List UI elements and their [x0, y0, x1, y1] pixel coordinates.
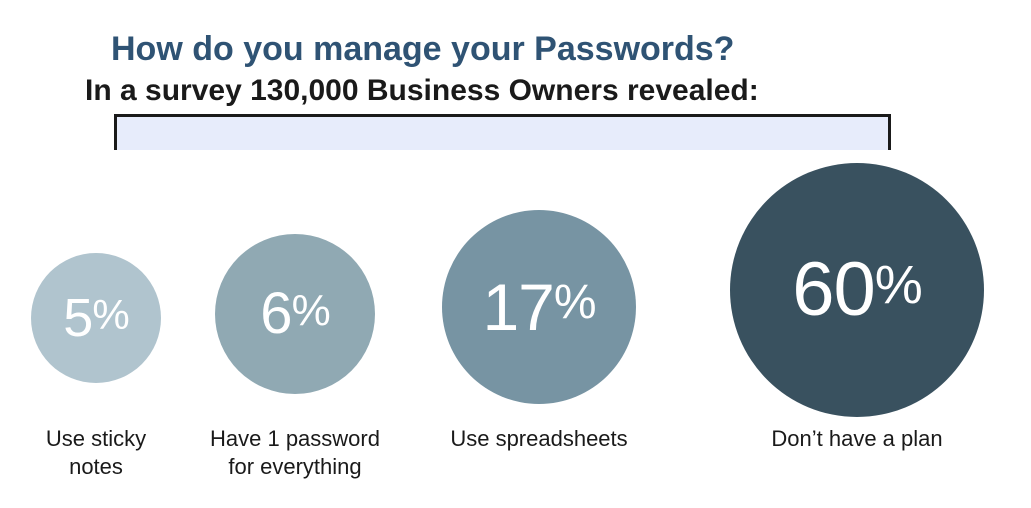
bubble-caption-line: Have 1 password: [165, 425, 425, 453]
header-bar: [114, 114, 891, 150]
bubble-value-3: 60%: [792, 252, 922, 328]
chart-title: How do you manage your Passwords?: [111, 30, 734, 69]
bubble-value-number-3: 60: [792, 252, 875, 328]
percent-icon: %: [554, 279, 596, 327]
bubble-caption-line: for everything: [165, 453, 425, 481]
bubble-3: 60%: [730, 163, 984, 417]
bubble-value-2: 17%: [482, 274, 595, 340]
percent-icon: %: [292, 289, 330, 333]
percent-icon: %: [92, 294, 128, 336]
percent-icon: %: [875, 258, 922, 312]
bubble-caption-1: Have 1 passwordfor everything: [165, 425, 425, 480]
bubble-value-number-2: 17: [482, 274, 553, 340]
bubble-0: 5%: [31, 253, 161, 383]
bubble-caption-line: Don’t have a plan: [727, 425, 987, 453]
bubble-value-number-0: 5: [63, 291, 92, 345]
bubble-caption-line: Use spreadsheets: [409, 425, 669, 453]
bubble-value-0: 5%: [63, 291, 128, 345]
chart-subtitle: In a survey 130,000 Business Owners reve…: [85, 74, 759, 108]
bubble-caption-2: Use spreadsheets: [409, 425, 669, 453]
bubble-2: 17%: [442, 210, 636, 404]
bubble-value-number-1: 6: [260, 285, 291, 343]
bubble-value-1: 6%: [260, 285, 329, 343]
bubble-1: 6%: [215, 234, 375, 394]
bubble-caption-3: Don’t have a plan: [727, 425, 987, 453]
